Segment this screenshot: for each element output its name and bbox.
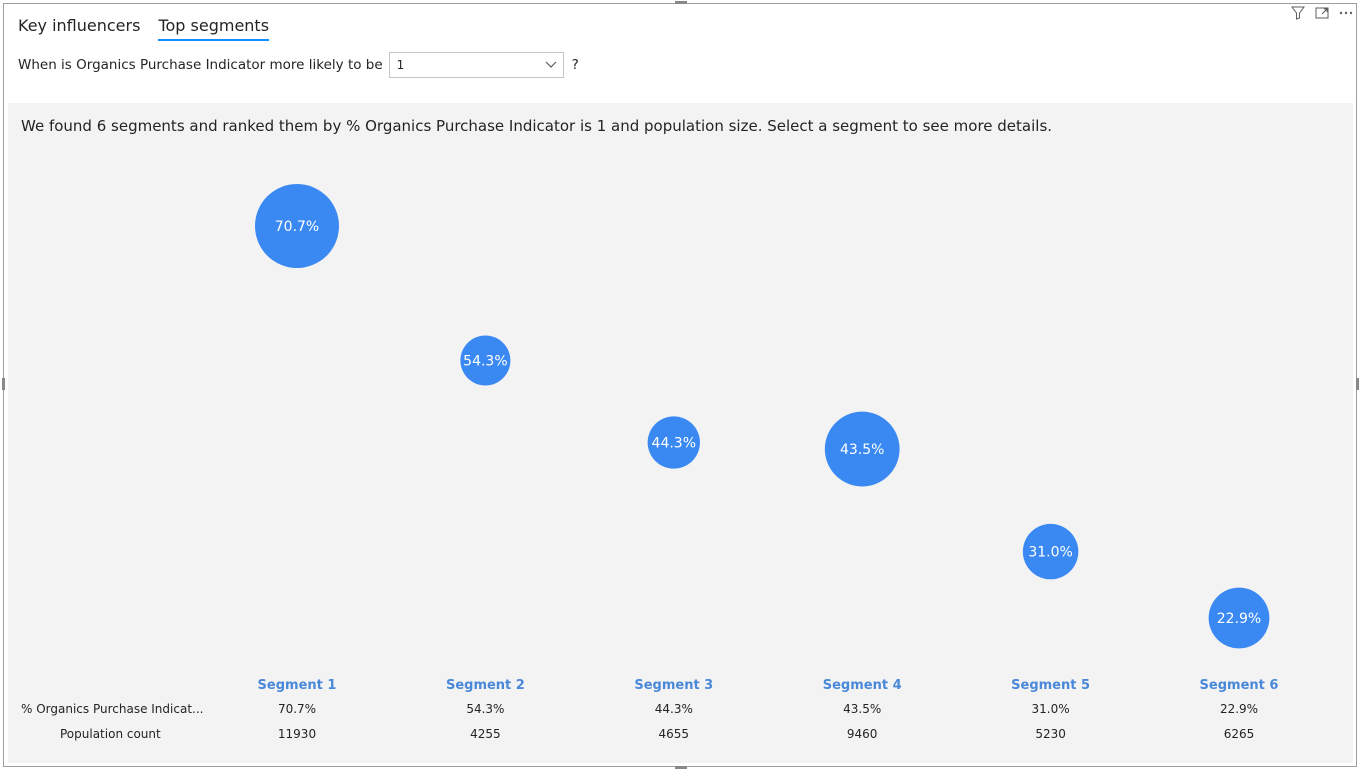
segment-title-1[interactable]: Segment 1 <box>258 678 337 693</box>
bubble-label: 54.3% <box>463 353 507 369</box>
segment-bubble-6[interactable]: 22.9% <box>1208 587 1270 649</box>
chevron-down-icon <box>545 58 557 72</box>
filter-icon[interactable] <box>1288 5 1308 25</box>
segment-bubble-1[interactable]: 70.7% <box>255 184 339 268</box>
focus-mode-icon[interactable] <box>1312 5 1332 25</box>
tab-key-influencers[interactable]: Key influencers <box>18 16 141 35</box>
resize-handle-bottom[interactable] <box>675 766 687 769</box>
bubble-label: 31.0% <box>1028 545 1072 561</box>
tab-top-segments[interactable]: Top segments <box>158 16 270 41</box>
segment-bubble-5[interactable]: 31.0% <box>1022 523 1079 580</box>
cell-population-segment-5: 5230 <box>1035 727 1066 741</box>
segment-title-6[interactable]: Segment 6 <box>1200 678 1279 693</box>
cell-percent-segment-5: 31.0% <box>1031 702 1070 716</box>
cell-population-segment-1: 11930 <box>277 727 317 741</box>
cell-population-segment-3: 4655 <box>658 727 690 741</box>
bubble-circle[interactable] <box>255 184 339 268</box>
bubble-label: 44.3% <box>652 436 696 452</box>
cell-percent-segment-4: 43.5% <box>843 702 882 716</box>
dropdown-value: 1 <box>396 58 405 72</box>
bubble-circle[interactable] <box>460 335 511 386</box>
cell-percent-segment-1: 70.7% <box>277 702 317 716</box>
bubble-circle[interactable] <box>824 411 900 487</box>
segment-bubble-2[interactable]: 54.3% <box>460 335 511 386</box>
segment-title-2[interactable]: Segment 2 <box>446 678 525 693</box>
cell-population-segment-6: 6265 <box>1223 727 1255 741</box>
segment-title-3[interactable]: Segment 3 <box>634 678 713 693</box>
cell-percent-segment-6: 22.9% <box>1219 702 1259 716</box>
segment-title-5[interactable]: Segment 5 <box>1011 678 1090 693</box>
more-options-icon[interactable] <box>1336 5 1356 25</box>
segment-title-4[interactable]: Segment 4 <box>823 678 902 693</box>
summary-text: We found 6 segments and ranked them by %… <box>21 117 1053 135</box>
bubble-label: 70.7% <box>275 219 319 235</box>
row-label-percent: % Organics Purchase Indicat... <box>21 702 204 716</box>
resize-handle-right[interactable] <box>1356 378 1359 390</box>
resize-handle-left[interactable] <box>2 378 5 390</box>
cell-percent-segment-2: 54.3% <box>466 702 505 716</box>
segment-bubble-4[interactable]: 43.5% <box>824 411 900 487</box>
bubble-circle[interactable] <box>1208 587 1270 649</box>
bubble-label: 22.9% <box>1217 611 1261 627</box>
cell-population-segment-2: 4255 <box>470 727 501 741</box>
row-label-population: Population count <box>60 727 161 741</box>
segments-panel: We found 6 segments and ranked them by %… <box>8 103 1353 763</box>
cell-percent-segment-3: 44.3% <box>654 702 693 716</box>
cell-population-segment-4: 9460 <box>846 727 878 741</box>
question-prefix: When is Organics Purchase Indicator more… <box>18 57 383 73</box>
question-row: When is Organics Purchase Indicator more… <box>18 52 579 78</box>
bubble-circle[interactable] <box>647 416 700 469</box>
resize-handle-top[interactable] <box>675 1 687 4</box>
tab-bar: Key influencers Top segments <box>18 16 270 41</box>
visual-header <box>1288 5 1356 25</box>
bubble-label: 43.5% <box>840 442 884 458</box>
question-suffix: ? <box>571 57 579 73</box>
segments-bubble-chart: 70.7% Segment 1 54.3% Segment 2 44.3% Segment… <box>255 184 1279 693</box>
segment-bubble-3[interactable]: 44.3% <box>647 416 700 469</box>
bubble-circle[interactable] <box>1022 523 1079 580</box>
target-value-dropdown[interactable]: 1 <box>388 52 564 78</box>
